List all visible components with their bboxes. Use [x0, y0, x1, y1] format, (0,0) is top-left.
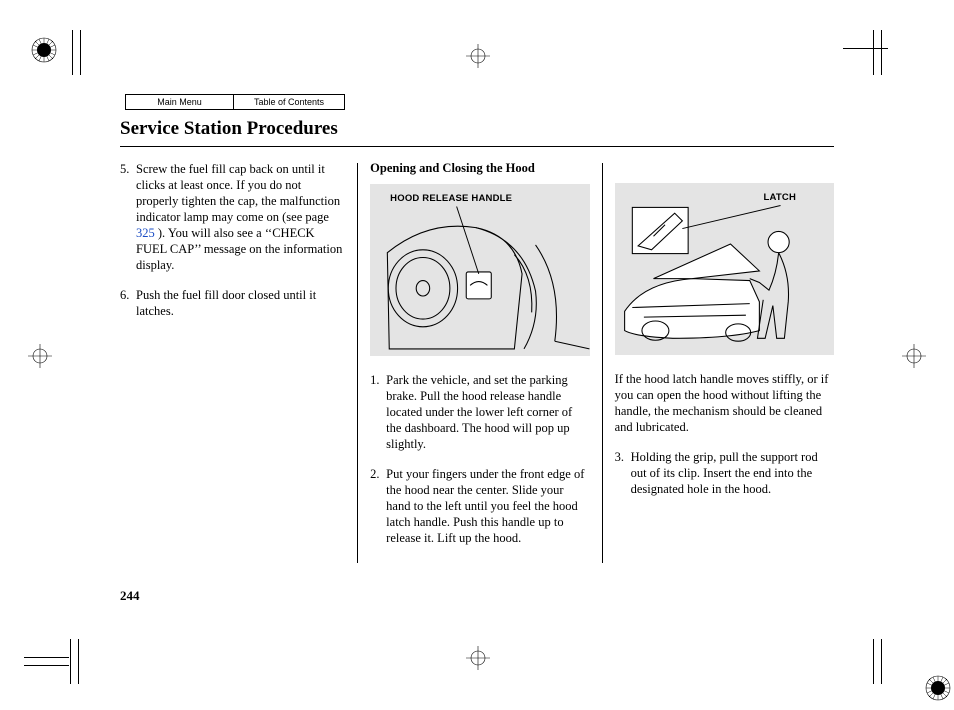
column-right: LATCH	[615, 161, 834, 563]
regmark-top-cross-icon	[466, 44, 490, 68]
step-number: 2.	[370, 466, 386, 546]
step-number: 6.	[120, 287, 136, 319]
figure-hood-release: HOOD RELEASE HANDLE	[370, 184, 589, 356]
section-heading: Opening and Closing the Hood	[370, 161, 589, 176]
hood-release-diagram-icon	[370, 184, 589, 356]
main-menu-link[interactable]: Main Menu	[125, 94, 233, 110]
step-1: 1. Park the vehicle, and set the parking…	[370, 372, 589, 452]
step-text: Push the fuel fill door closed until it …	[136, 287, 345, 319]
step-5: 5. Screw the fuel fill cap back on until…	[120, 161, 345, 273]
regmark-right-cross-icon	[902, 344, 926, 368]
latch-note: If the hood latch handle moves stiffly, …	[615, 371, 834, 435]
step-number: 1.	[370, 372, 386, 452]
page-link-325[interactable]: 325	[136, 226, 155, 240]
step-text: Park the vehicle, and set the parking br…	[386, 372, 589, 452]
top-nav: Main Menu Table of Contents	[125, 94, 345, 110]
regmark-rosette-icon	[30, 36, 58, 64]
regmark-bottom-cross-icon	[466, 646, 490, 670]
page-number: 244	[120, 588, 140, 604]
column-left: 5. Screw the fuel fill cap back on until…	[120, 161, 345, 563]
step-number: 3.	[615, 449, 631, 497]
step-number: 5.	[120, 161, 136, 273]
toc-link[interactable]: Table of Contents	[233, 94, 345, 110]
regmark-left-cross-icon	[28, 344, 52, 368]
step-3: 3. Holding the grip, pull the support ro…	[615, 449, 834, 497]
hood-latch-diagram-icon	[615, 183, 834, 355]
column-divider	[602, 163, 603, 563]
step-6: 6. Push the fuel fill door closed until …	[120, 287, 345, 319]
step-2: 2. Put your fingers under the front edge…	[370, 466, 589, 546]
regmark-rosette-icon	[924, 674, 952, 702]
column-divider	[357, 163, 358, 563]
step-text: Put your fingers under the front edge of…	[386, 466, 589, 546]
page-body: Service Station Procedures 5. Screw the …	[120, 118, 834, 602]
step-text: Holding the grip, pull the support rod o…	[631, 449, 834, 497]
step-text: Screw the fuel fill cap back on until it…	[136, 161, 345, 273]
page-title: Service Station Procedures	[120, 118, 834, 147]
column-middle: Opening and Closing the Hood HOOD RELEAS…	[370, 161, 589, 563]
figure-hood-latch: LATCH	[615, 183, 834, 355]
columns: 5. Screw the fuel fill cap back on until…	[120, 161, 834, 563]
